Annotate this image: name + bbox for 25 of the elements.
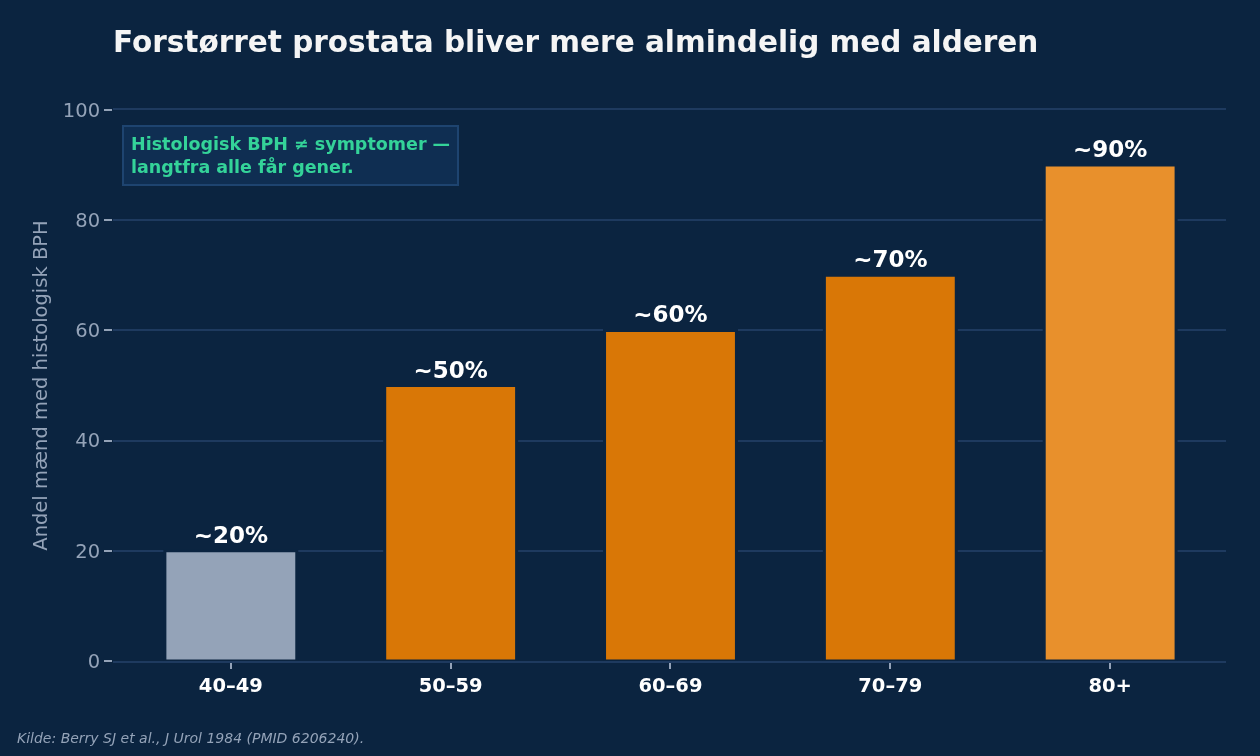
x-tick-label: 60–69	[638, 674, 703, 698]
data-label: ~60%	[633, 301, 708, 328]
bar	[603, 328, 738, 661]
bar	[383, 384, 519, 661]
bar	[163, 549, 299, 661]
chart-title: Forstørret prostata bliver mere almindelig med alderen	[113, 25, 1039, 60]
annotation: Histologisk BPH ≠ symptomer — langtfra alle får gener.	[131, 134, 451, 177]
data-label: ~50%	[413, 356, 488, 383]
y-tick-label: 80	[75, 209, 101, 233]
x-tick-label: 80+	[1088, 674, 1132, 698]
text: Kilde: Berry SJ et al., J Urol 1984 (PMID 6206240).	[17, 730, 365, 746]
bar	[1042, 163, 1178, 661]
bar	[822, 273, 958, 661]
x-tick-label: 40–49	[198, 674, 263, 698]
data-label: ~90%	[1072, 136, 1148, 163]
data-label: ~70%	[853, 246, 928, 273]
y-axis-title: Andel mænd med histologisk BPH	[28, 220, 52, 551]
y-tick-label: 0	[87, 649, 101, 673]
data-label: ~20%	[193, 521, 268, 548]
x-tick-label: 50–59	[418, 674, 483, 698]
y-tick-label: 60	[75, 319, 101, 343]
y-tick-label: 100	[62, 98, 101, 122]
y-tick-label: 40	[75, 429, 101, 453]
y-tick-label: 20	[75, 539, 101, 563]
x-tick-label: 70–79	[858, 674, 923, 698]
